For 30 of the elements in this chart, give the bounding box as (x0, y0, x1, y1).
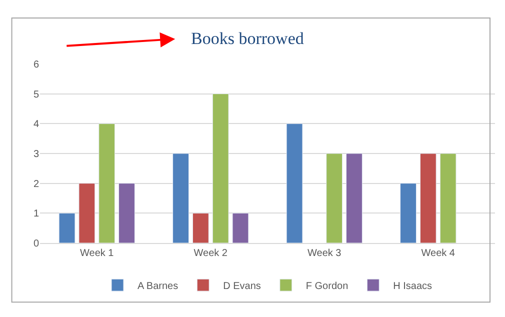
legend-label: F Gordon (306, 280, 348, 292)
x-tick-label: Week 2 (194, 248, 228, 259)
bar (400, 183, 416, 243)
y-tick-label: 1 (33, 208, 40, 220)
bar (58, 212, 76, 243)
y-tick-label: 3 (33, 149, 40, 160)
chart-title: Books borrowed (191, 28, 304, 48)
bar (326, 153, 343, 243)
bar (440, 153, 456, 243)
bar (212, 94, 229, 243)
bar (78, 183, 96, 243)
bar (346, 153, 362, 243)
x-tick-label: Week 3 (308, 248, 342, 259)
y-tick-label: 5 (33, 89, 40, 100)
x-tick-label: Week 4 (421, 248, 456, 259)
y-tick-label: 2 (33, 178, 40, 190)
bar (420, 153, 436, 243)
legend-label: D Evans (223, 280, 261, 292)
bar (286, 123, 303, 243)
y-tick-label: 6 (33, 60, 40, 70)
bar (192, 212, 209, 243)
y-tick-label: 4 (33, 119, 40, 130)
bar (232, 212, 249, 243)
bar (172, 153, 189, 243)
bar (118, 183, 135, 243)
legend-label: A Barnes (138, 280, 178, 292)
legend-label: H Isaacs (393, 280, 432, 292)
x-tick-label: Week 1 (80, 248, 114, 259)
y-tick-label: 0 (33, 238, 40, 250)
bar (98, 123, 116, 243)
